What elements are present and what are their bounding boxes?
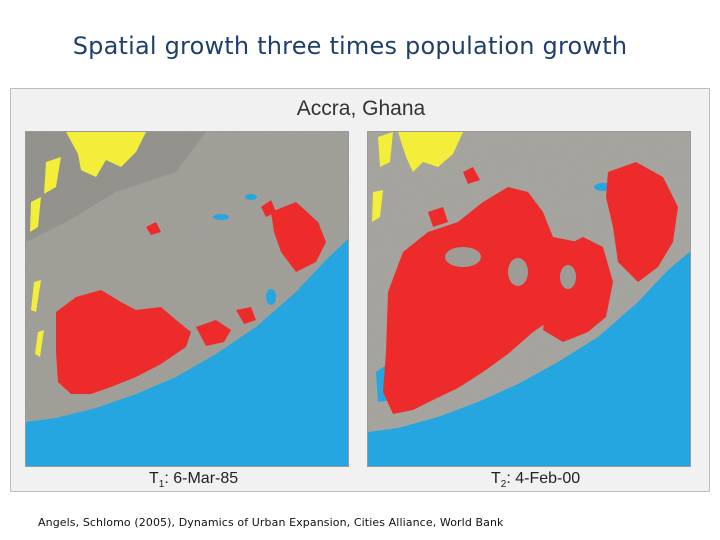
caption-1985: T1: 6-Mar-85 [149, 470, 239, 491]
sea [368, 251, 690, 466]
map-panel-1985 [25, 131, 349, 467]
hills-layer [372, 132, 463, 222]
source-citation: Angels, Schlomo (2005), Dynamics of Urba… [38, 516, 504, 529]
satellite-map-2000 [368, 132, 690, 466]
hills-layer [30, 132, 146, 357]
sea [26, 238, 348, 466]
urban-area [383, 162, 678, 414]
satellite-map-1985 [26, 132, 348, 466]
slide-title: Spatial growth three times population gr… [72, 32, 628, 60]
map-panel-2000 [367, 131, 691, 467]
urban-area [56, 200, 326, 394]
satellite-figure: Accra, Ghana [10, 88, 710, 492]
figure-title: Accra, Ghana [296, 97, 426, 120]
caption-2000: T2: 4-Feb-00 [491, 470, 581, 491]
